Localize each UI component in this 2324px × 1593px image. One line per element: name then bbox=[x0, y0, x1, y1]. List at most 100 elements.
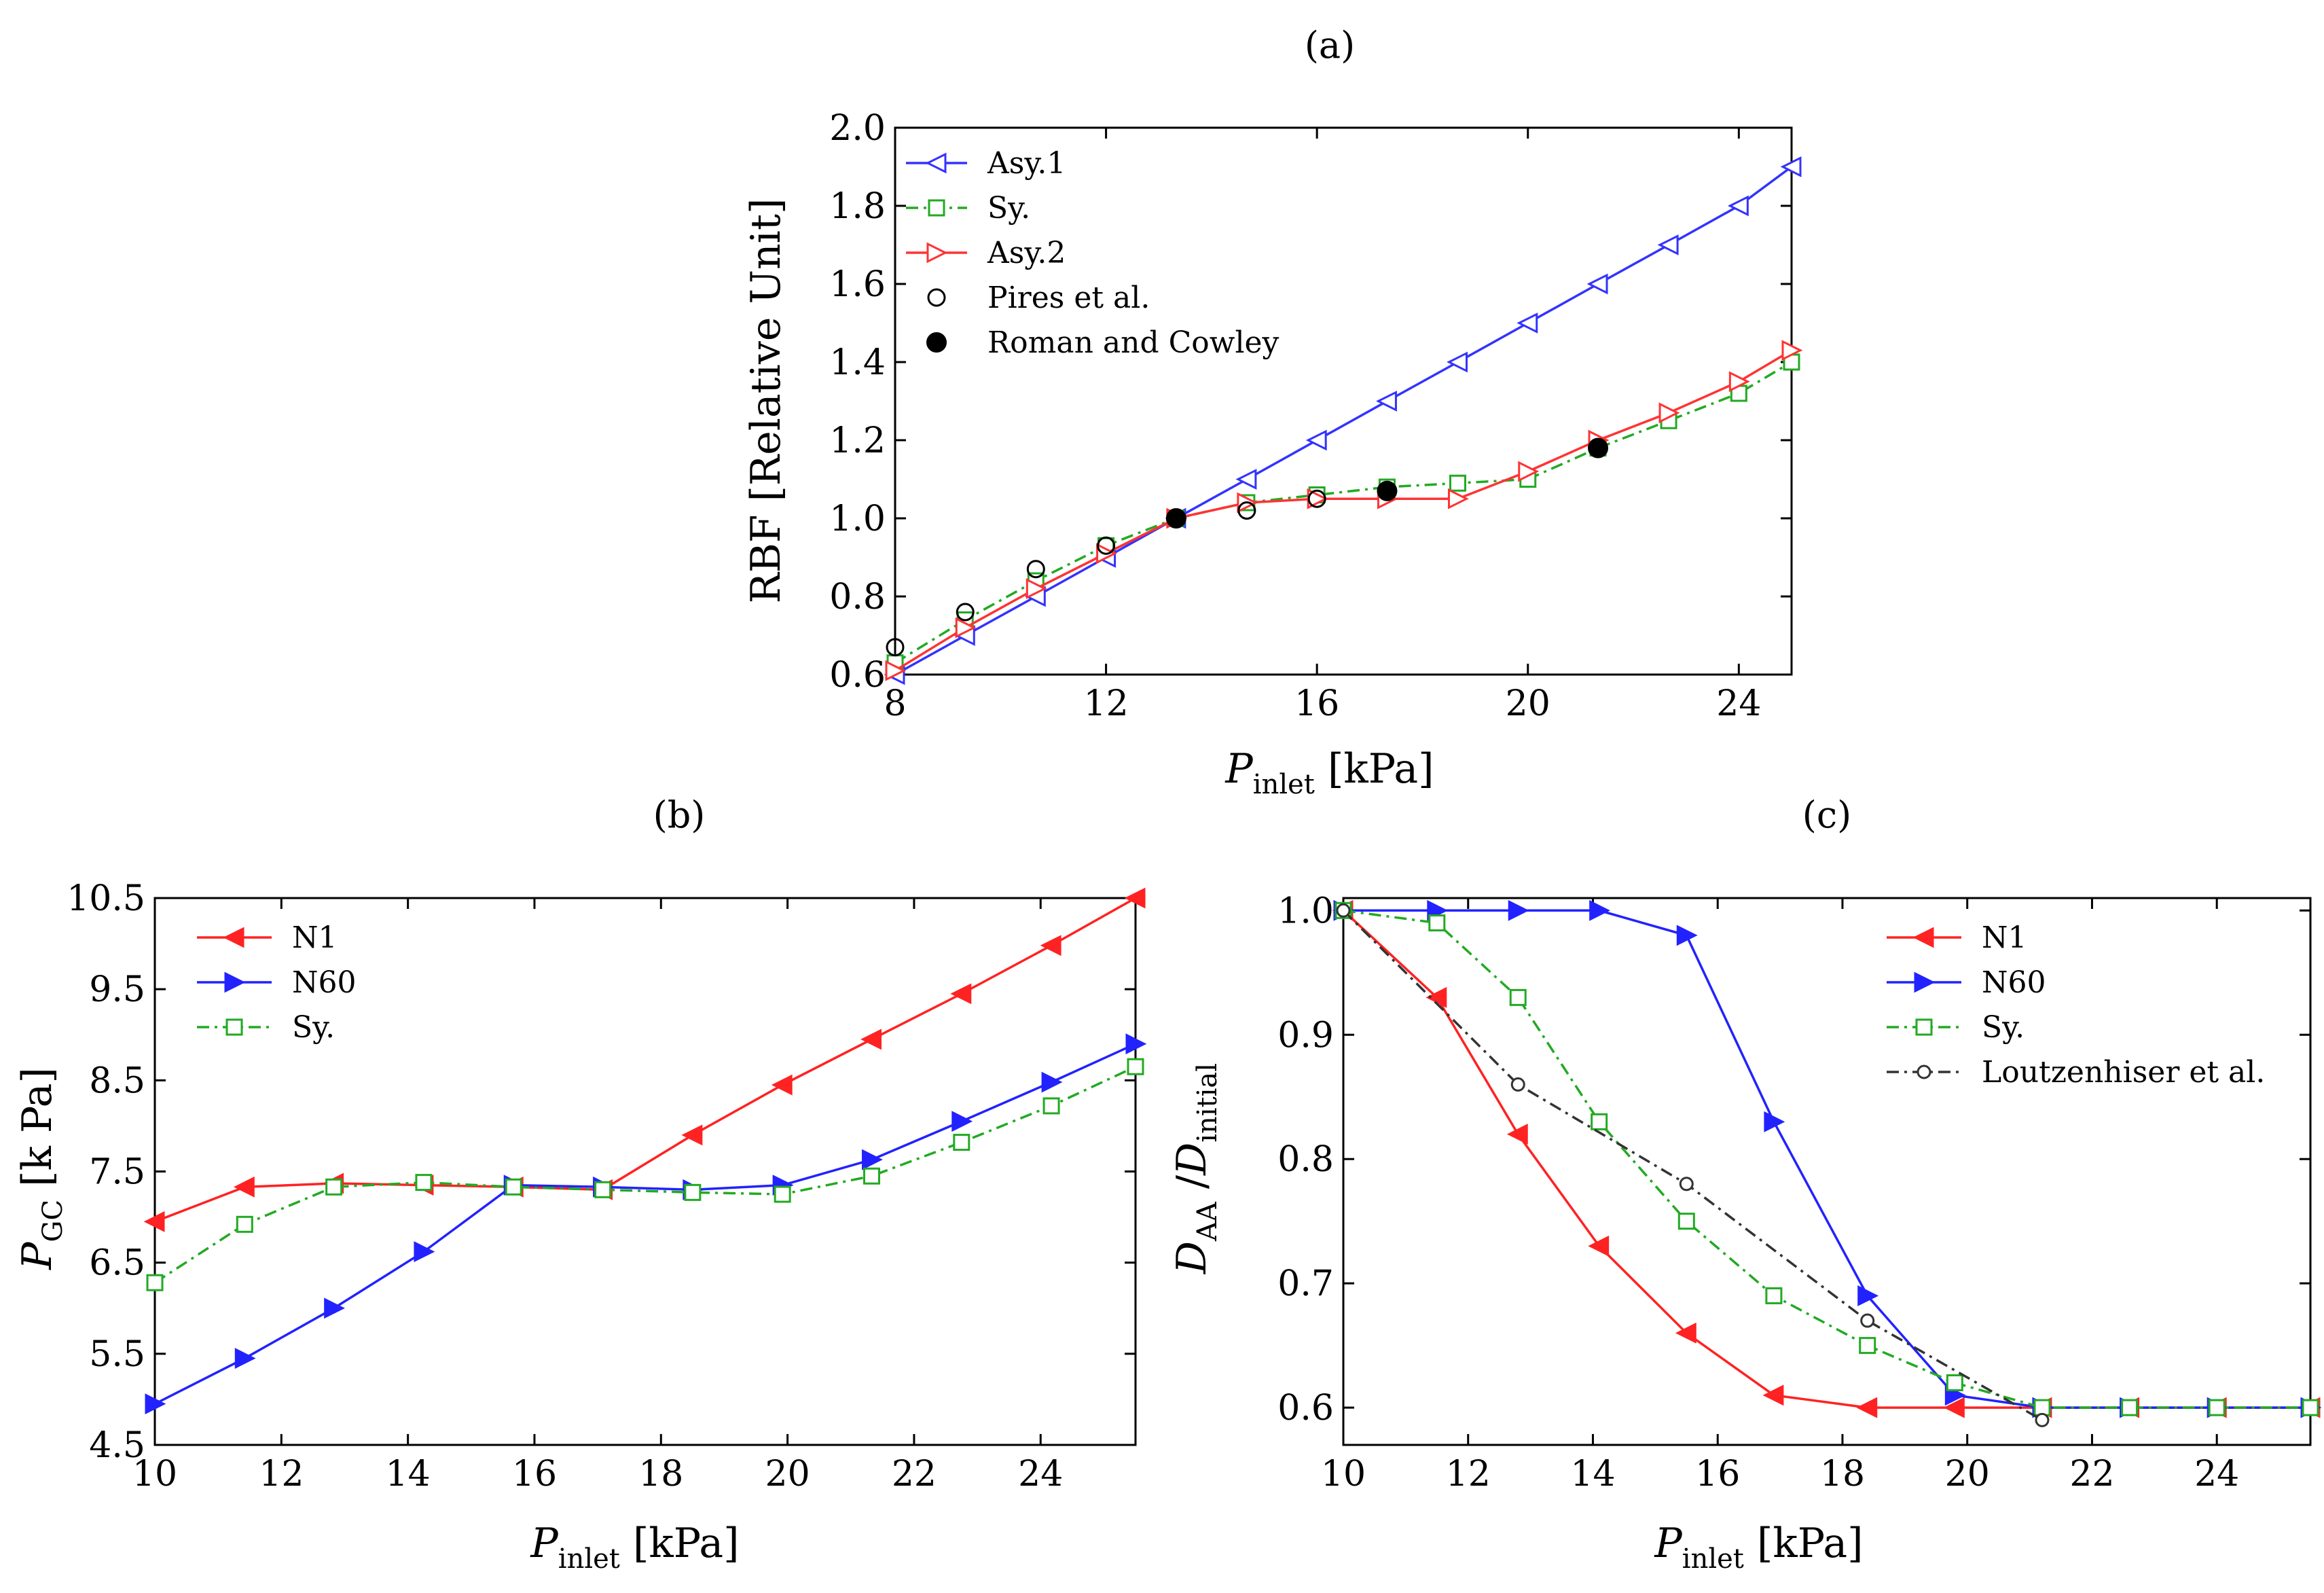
x-tick-label: 14 bbox=[386, 1454, 431, 1494]
data-point bbox=[860, 1028, 882, 1050]
series-line bbox=[154, 897, 1136, 1223]
y-tick-label: 1.4 bbox=[829, 342, 886, 383]
legend-item: Loutzenhiser et al. bbox=[1887, 1055, 2265, 1090]
data-point bbox=[1589, 899, 1611, 921]
x-tick-label: 8 bbox=[884, 683, 906, 724]
x-tick-label: 20 bbox=[1506, 683, 1550, 724]
data-point bbox=[594, 1181, 612, 1198]
y-tick-label: 1.2 bbox=[829, 420, 886, 461]
data-point bbox=[1237, 501, 1256, 520]
data-point bbox=[953, 1134, 970, 1151]
legend-item: N1 bbox=[197, 920, 338, 955]
series-line bbox=[1343, 909, 2310, 1409]
data-point bbox=[956, 603, 975, 622]
data-point bbox=[2208, 1399, 2226, 1416]
data-point bbox=[1125, 1033, 1147, 1055]
legend-marker bbox=[224, 971, 246, 993]
series-n1 bbox=[1332, 899, 2321, 1418]
data-point bbox=[1509, 988, 1527, 1006]
series-roman-and-cowley bbox=[1165, 437, 1609, 529]
series-n60 bbox=[145, 1033, 1147, 1415]
y-tick-label: 1.6 bbox=[829, 264, 886, 305]
x-tick-label: 24 bbox=[1716, 683, 1761, 724]
data-point bbox=[1675, 1322, 1696, 1344]
data-point bbox=[505, 1178, 522, 1196]
y-tick-label: 5.5 bbox=[89, 1334, 145, 1375]
data-point bbox=[1426, 986, 1447, 1008]
data-point bbox=[863, 1167, 881, 1185]
data-point bbox=[2033, 1399, 2051, 1416]
y-tick-label: 7.5 bbox=[89, 1152, 145, 1193]
data-point bbox=[1307, 489, 1326, 508]
x-axis-label: Pinlet [kPa] bbox=[530, 1520, 739, 1575]
data-point bbox=[324, 1297, 346, 1319]
legend-item: Pires et al. bbox=[927, 281, 1150, 315]
series-asy-2 bbox=[885, 340, 1803, 681]
data-point bbox=[1026, 560, 1045, 579]
panel-label: (b) bbox=[653, 793, 706, 836]
data-point bbox=[1042, 1097, 1060, 1115]
y-tick-label: 1.8 bbox=[829, 186, 886, 227]
y-tick-label: 0.7 bbox=[1277, 1264, 1334, 1304]
x-tick-label: 12 bbox=[259, 1454, 304, 1494]
data-point bbox=[951, 1111, 973, 1132]
legend-item: Asy.2 bbox=[906, 236, 1066, 270]
x-tick-label: 16 bbox=[1695, 1454, 1740, 1494]
data-point bbox=[1041, 1071, 1063, 1093]
series-sy- bbox=[146, 1058, 1144, 1291]
legend-label: N1 bbox=[1982, 920, 2027, 955]
data-point bbox=[415, 1174, 433, 1192]
y-tick-label: 6.5 bbox=[89, 1243, 145, 1284]
legend-item: Asy.1 bbox=[906, 146, 1066, 181]
legend-item: N60 bbox=[197, 965, 357, 1000]
x-tick-label: 24 bbox=[2194, 1454, 2239, 1494]
x-tick-label: 10 bbox=[1321, 1454, 1366, 1494]
data-point bbox=[1510, 1077, 1525, 1092]
x-tick-label: 20 bbox=[765, 1454, 810, 1494]
y-axis-label: DAA /Dinitial bbox=[1168, 1063, 1223, 1274]
data-point bbox=[325, 1178, 343, 1196]
x-tick-label: 12 bbox=[1446, 1454, 1491, 1494]
data-point bbox=[1860, 1313, 1875, 1328]
data-point bbox=[2302, 1399, 2319, 1416]
legend-marker bbox=[926, 242, 948, 264]
data-point bbox=[1591, 1113, 1608, 1130]
x-tick-label: 22 bbox=[892, 1454, 937, 1494]
legend-marker bbox=[223, 927, 244, 948]
y-tick-label: 1.0 bbox=[829, 499, 886, 539]
legend-marker bbox=[925, 152, 947, 174]
legend-label: Sy. bbox=[292, 1010, 335, 1045]
data-point bbox=[1588, 437, 1609, 459]
data-point bbox=[771, 1074, 793, 1096]
y-tick-label: 0.6 bbox=[829, 655, 886, 696]
plot-frame bbox=[894, 126, 1793, 676]
data-point bbox=[955, 617, 977, 639]
y-tick-label: 0.8 bbox=[829, 577, 886, 617]
data-point bbox=[1428, 914, 1446, 932]
data-point bbox=[1946, 1374, 1963, 1392]
y-tick-label: 4.5 bbox=[89, 1425, 145, 1466]
data-point bbox=[886, 638, 905, 657]
data-point bbox=[1124, 887, 1146, 909]
y-tick-label: 10.5 bbox=[67, 878, 145, 919]
x-tick-label: 22 bbox=[2069, 1454, 2114, 1494]
data-point bbox=[1679, 1177, 1694, 1192]
series-line bbox=[1342, 910, 2310, 1409]
y-tick-label: 0.8 bbox=[1277, 1139, 1334, 1180]
legend: Asy.1 Sy. Asy.2 Pires et al. Roman and Cowle… bbox=[906, 146, 1279, 360]
legend-item: Sy. bbox=[1887, 1010, 2025, 1045]
legend-label: Asy.2 bbox=[987, 236, 1066, 270]
legend-label: N60 bbox=[1982, 965, 2046, 1000]
series-line bbox=[894, 361, 1792, 664]
data-point bbox=[1943, 1397, 1965, 1418]
data-point bbox=[1856, 1397, 1878, 1418]
legend-label: N60 bbox=[292, 965, 357, 1000]
y-tick-label: 9.5 bbox=[89, 969, 145, 1010]
series-sy- bbox=[1335, 901, 2319, 1416]
data-point bbox=[1336, 903, 1351, 918]
chart-panel-c: (c) 10 12 14 16 18 20 22 24 0.6 0.7 0.8 0.9 1.0 Pinlet… bbox=[1168, 793, 2322, 1575]
data-point bbox=[1235, 469, 1257, 490]
legend-marker bbox=[926, 332, 947, 353]
data-point bbox=[1377, 480, 1398, 501]
